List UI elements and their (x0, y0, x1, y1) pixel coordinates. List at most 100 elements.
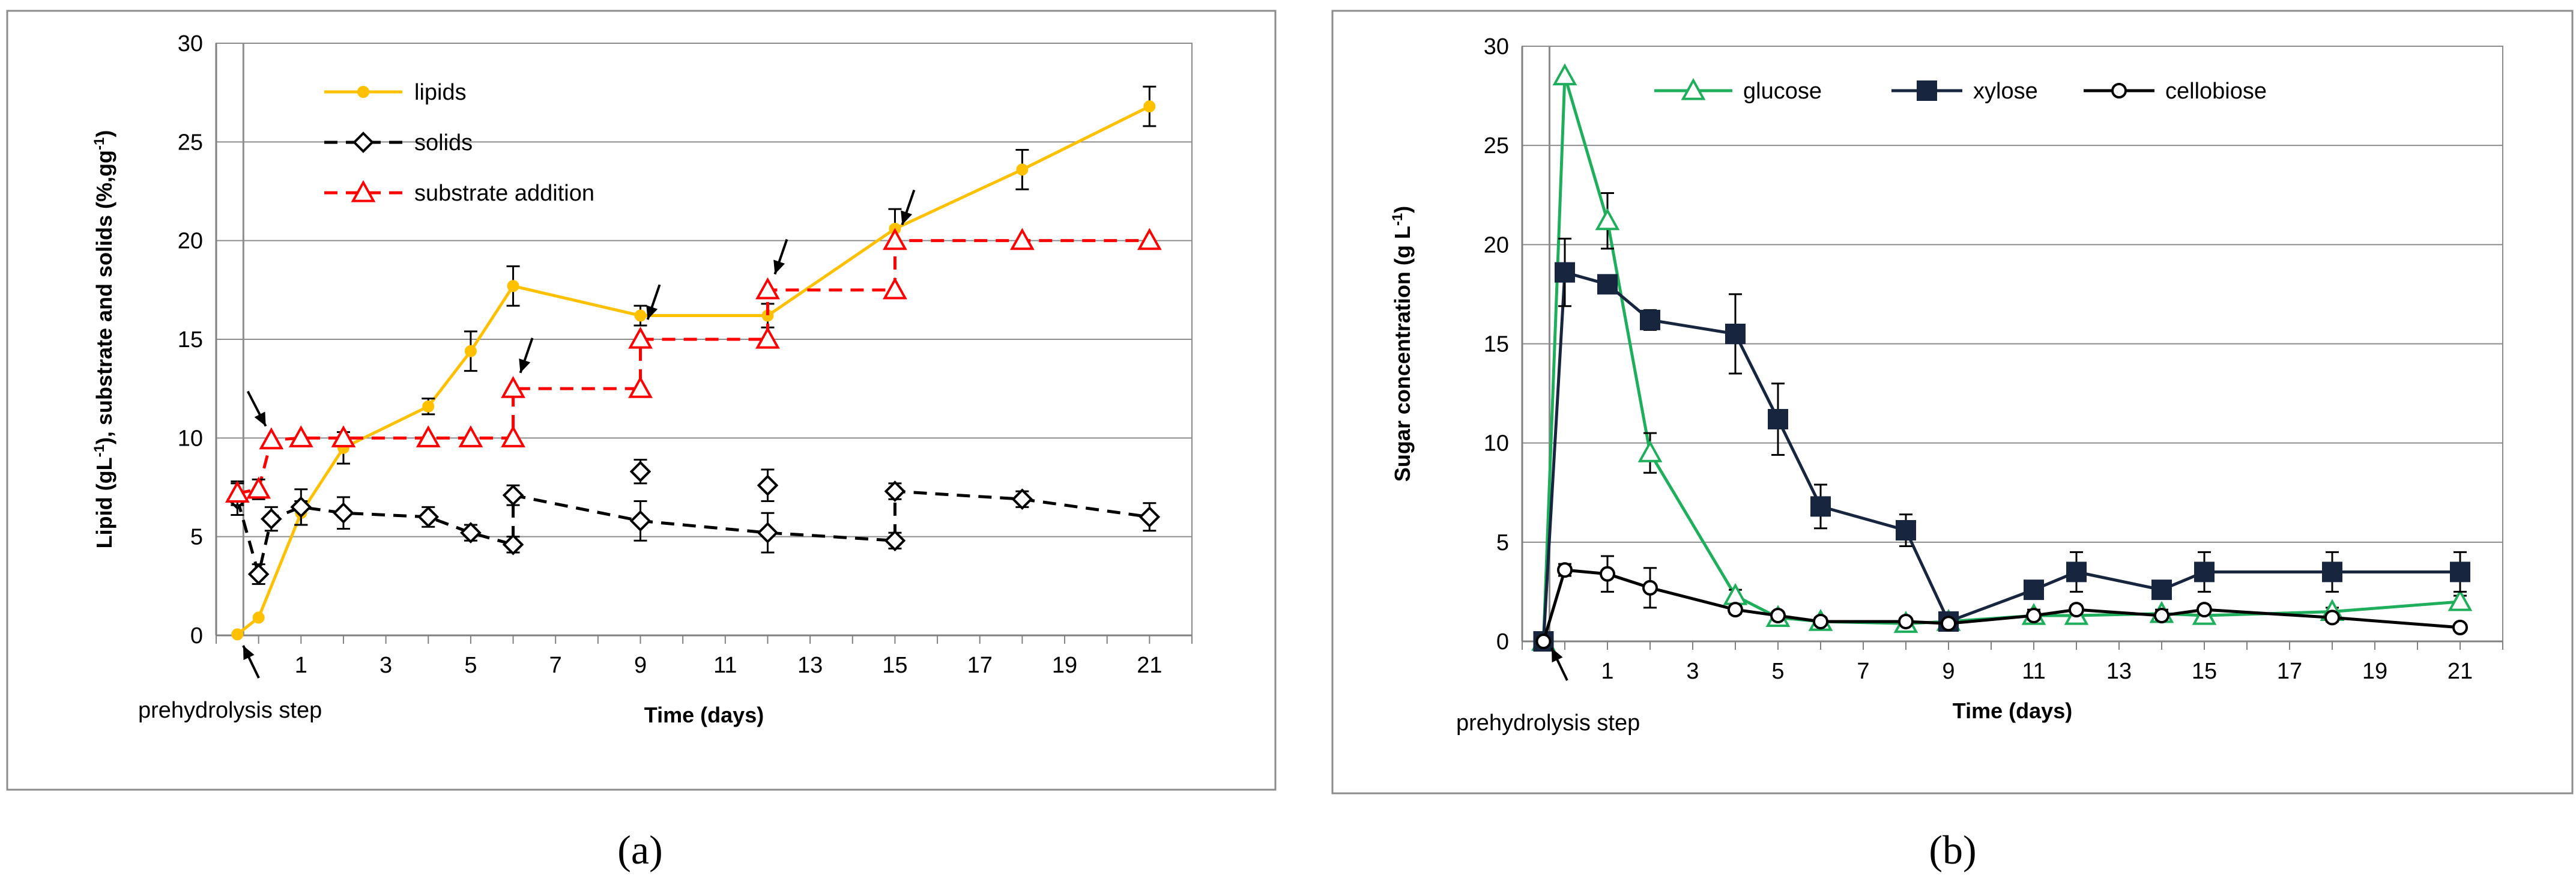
a-x-tick-label: 9 (634, 653, 647, 678)
a-x-tick-label: 5 (464, 653, 477, 678)
b-data-point (2069, 602, 2084, 618)
b-data-point (2452, 619, 2468, 635)
b-legend-label: glucose (1743, 79, 1822, 104)
b-data-point (1557, 562, 1573, 578)
a-chart-frame (6, 10, 1277, 791)
b-x-tick-label: 5 (1771, 659, 1784, 684)
a-y-axis-title-part: Lipid (gL (92, 457, 116, 548)
a-legend-label: substrate addition (414, 181, 594, 206)
a-data-point (288, 425, 313, 447)
a-addition-arrow-head (254, 411, 266, 426)
a-addition-arrow (901, 189, 916, 226)
b-panel-label: (b) (1929, 827, 1976, 873)
a-y-axis-title-part: -1 (91, 444, 107, 457)
a-data-point (1143, 100, 1156, 113)
a-x-tick-label: 19 (1052, 653, 1077, 678)
a-x-axis-title: Time (days) (644, 703, 764, 727)
b-data-point (1597, 274, 1618, 295)
b-data-point (1898, 613, 1914, 629)
b-y-tick-label: 10 (1484, 431, 1509, 456)
b-data-point (2151, 580, 2172, 601)
b-data-point (1535, 634, 1552, 649)
a-data-point (501, 425, 525, 447)
a-addition-arrow (646, 284, 661, 320)
a-data-point (883, 277, 907, 300)
a-data-point (757, 474, 779, 497)
b-data-point (2322, 562, 2342, 583)
a-data-point (1016, 163, 1029, 176)
a-data-point (259, 427, 284, 450)
b-data-point (1813, 613, 1828, 629)
a-addition-arrow-head (901, 210, 913, 225)
a-legend-marker (352, 132, 374, 153)
a-data-point (417, 506, 440, 528)
a-addition-arrow (246, 390, 267, 427)
b-data-point (2448, 589, 2473, 611)
a-addition-arrow-head (519, 358, 531, 373)
a-data-point (628, 326, 653, 349)
a-series-solids (226, 458, 1161, 586)
b-data-point (1552, 63, 1577, 86)
a-data-point (502, 533, 524, 555)
b-x-axis-title: Time (days) (1953, 698, 2072, 723)
a-data-point (252, 611, 265, 624)
a-x-tick-label: 21 (1137, 653, 1162, 678)
a-prehydrolysis-annotation: prehydrolysis step (138, 698, 322, 723)
a-legend-marker (351, 180, 376, 202)
a-legend-marker (357, 86, 369, 98)
a-data-point (757, 522, 779, 543)
b-y-axis-title-part: Sugar concentration (g L (1390, 226, 1415, 482)
a-y-tick-label: 25 (178, 130, 203, 155)
b-y-axis-title-part: ) (1390, 206, 1415, 213)
b-data-point (2154, 608, 2169, 624)
b-series-cellobiose (1535, 555, 2468, 649)
b-legend-marker (2111, 83, 2127, 98)
b-y-tick-label: 5 (1496, 530, 1509, 555)
a-series-line (237, 239, 1150, 495)
a-y-axis-title-part: ), substrate and solids (%,gg (92, 150, 116, 444)
a-data-point (629, 461, 652, 483)
b-data-point (2026, 608, 2042, 624)
b-data-point (2066, 562, 2087, 583)
a-data-point (261, 508, 282, 530)
b-x-tick-label: 17 (2277, 659, 2302, 684)
b-y-tick-label: 30 (1484, 34, 1509, 59)
a-data-point (458, 425, 483, 447)
a-panel-label: (a) (617, 827, 662, 873)
a-addition-arrow-head (773, 259, 785, 274)
a-data-point (1137, 228, 1162, 250)
a-prehydrolysis-arrow (242, 645, 260, 679)
a-data-point (502, 484, 524, 506)
b-chart-frame (1331, 10, 2574, 795)
b-legend-label: cellobiose (2165, 79, 2267, 104)
a-y-tick-label: 15 (178, 327, 203, 353)
a-data-point (247, 563, 270, 585)
a-x-tick-label: 3 (379, 653, 392, 678)
a-y-tick-label: 5 (190, 525, 203, 550)
a-data-point (290, 496, 312, 518)
a-x-tick-label: 17 (967, 653, 993, 678)
a-y-axis-title-part: ) (92, 130, 116, 138)
b-data-point (1642, 580, 1658, 596)
a-y-tick-label: 20 (178, 229, 203, 254)
a-data-point (507, 280, 519, 292)
a-data-point (1009, 228, 1035, 250)
b-x-tick-label: 3 (1686, 659, 1699, 684)
b-data-point (2450, 562, 2470, 583)
a-x-tick-label: 1 (295, 653, 307, 678)
a-addition-arrow (773, 238, 788, 275)
a-x-tick-label: 13 (797, 653, 823, 678)
b-legend-marker (1917, 80, 1937, 101)
a-data-point (1138, 506, 1161, 528)
b-x-tick-label: 21 (2448, 659, 2473, 684)
a-y-tick-label: 30 (178, 31, 203, 56)
a-data-point (755, 326, 780, 349)
b-data-point (1640, 309, 1660, 330)
a-addition-arrow-head (646, 305, 658, 320)
b-x-tick-label: 1 (1601, 659, 1613, 684)
b-data-point (2197, 602, 2212, 618)
a-series-line (236, 104, 1150, 636)
a-y-tick-label: 0 (190, 623, 203, 649)
a-data-point (884, 480, 906, 502)
